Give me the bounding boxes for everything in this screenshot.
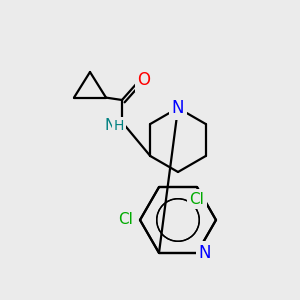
Text: Cl: Cl (190, 192, 204, 207)
Text: O: O (137, 71, 151, 89)
Text: N: N (104, 118, 116, 134)
Text: Cl: Cl (118, 212, 134, 227)
Text: N: N (172, 99, 184, 117)
Text: N: N (199, 244, 211, 262)
Text: H: H (114, 119, 124, 133)
